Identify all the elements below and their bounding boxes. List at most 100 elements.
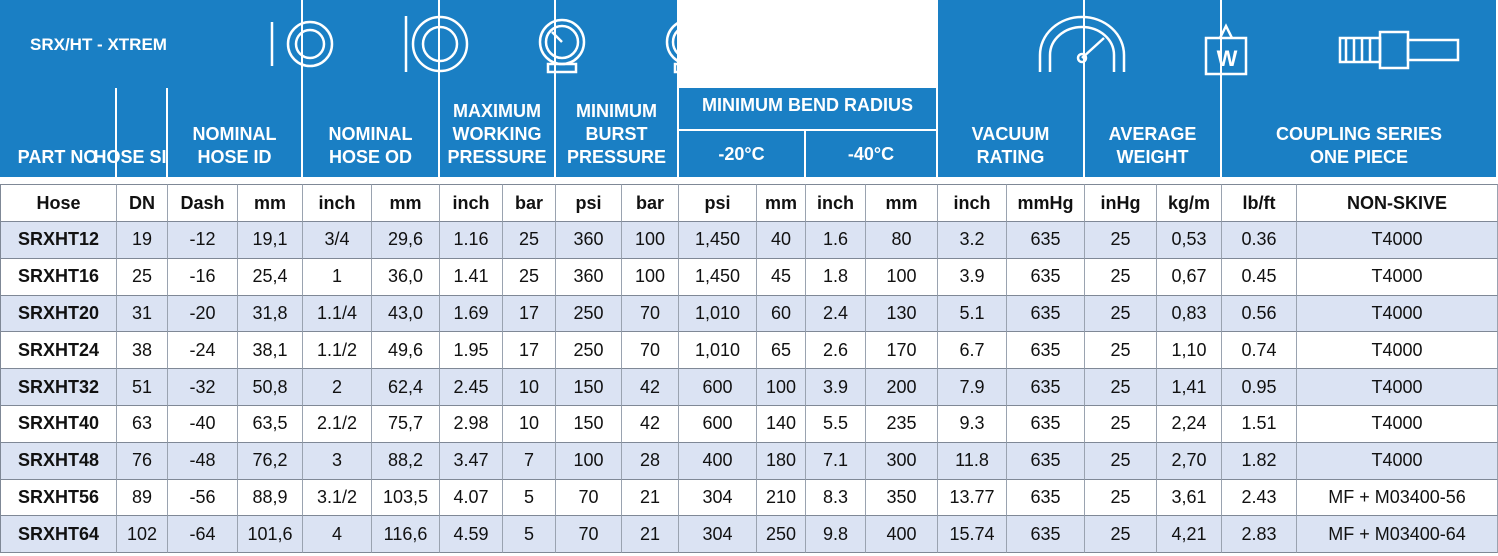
data-cell: 8.3 [806, 479, 866, 517]
unit-cell: bar [622, 184, 679, 222]
data-cell: -20 [168, 295, 238, 333]
header-cell: MINIMUM BEND RADIUS [679, 88, 936, 129]
data-cell: 1.8 [806, 258, 866, 296]
data-cell: 360 [556, 222, 622, 259]
data-cell: 360 [556, 258, 622, 296]
data-cell: 635 [1007, 369, 1085, 406]
header-label: WORKING [452, 124, 542, 144]
data-cell: 150 [556, 369, 622, 406]
data-cell: 4 [303, 516, 372, 554]
header-cell: VACUUM RATING [938, 0, 1083, 177]
data-cell: 43,0 [372, 295, 440, 333]
data-cell: 1.41 [440, 258, 503, 296]
data-cell: 42 [622, 369, 679, 406]
header-cell: HOSE SIZE [93, 88, 190, 177]
data-cell: 1 [303, 258, 372, 296]
header-cell: AVERAGE WEIGHT [1085, 0, 1220, 177]
data-cell: 5.1 [938, 295, 1007, 333]
data-cell: 25 [503, 258, 556, 296]
data-cell: 635 [1007, 516, 1085, 554]
unit-cell: inch [806, 184, 866, 222]
header-label: VACUUM [971, 124, 1050, 144]
data-cell: -48 [168, 442, 238, 480]
data-cell: SRXHT16 [0, 258, 117, 296]
data-cell: 70 [556, 516, 622, 554]
data-cell: 3.9 [806, 369, 866, 406]
data-cell: 235 [866, 406, 938, 443]
data-cell: 150 [556, 406, 622, 443]
data-cell: 2.98 [440, 406, 503, 443]
data-cell: SRXHT32 [0, 369, 117, 406]
data-cell: 1.6 [806, 222, 866, 259]
data-cell: 25 [117, 258, 168, 296]
header-label: PRESSURE [566, 147, 667, 167]
data-cell: 100 [622, 258, 679, 296]
data-cell: 2.1/2 [303, 406, 372, 443]
data-cell: 19 [117, 222, 168, 259]
data-cell: 25 [503, 222, 556, 259]
data-cell: 635 [1007, 332, 1085, 370]
data-cell: -64 [168, 516, 238, 554]
unit-cell: mmHg [1007, 184, 1085, 222]
data-cell: 88,9 [238, 479, 303, 517]
data-cell: 28 [622, 442, 679, 480]
data-cell: SRXHT20 [0, 295, 117, 333]
data-cell: SRXHT56 [0, 479, 117, 517]
data-cell: 0,67 [1157, 258, 1222, 296]
data-cell: T4000 [1297, 222, 1498, 259]
data-cell: 2,70 [1157, 442, 1222, 480]
data-cell: 75,7 [372, 406, 440, 443]
data-cell: 40 [757, 222, 806, 259]
data-cell: 10 [503, 369, 556, 406]
data-cell: 25 [1085, 516, 1157, 554]
header-cell: COUPLING SERIES ONE PIECE [1222, 0, 1496, 177]
header-label: MAXIMUM [453, 101, 541, 121]
data-cell: 36,0 [372, 258, 440, 296]
data-cell: 25 [1085, 406, 1157, 443]
data-cell: 3.9 [938, 258, 1007, 296]
data-cell: 70 [622, 295, 679, 333]
data-cell: 210 [757, 479, 806, 517]
data-cell: 0,83 [1157, 295, 1222, 333]
data-cell: 19,1 [238, 222, 303, 259]
header-label: PART NO [17, 147, 98, 167]
data-cell: 1,41 [1157, 369, 1222, 406]
data-cell: 45 [757, 258, 806, 296]
data-cell: 10 [503, 406, 556, 443]
data-cell: 9.8 [806, 516, 866, 554]
data-cell: 63 [117, 406, 168, 443]
data-cell: 9.3 [938, 406, 1007, 443]
data-cell: MF + M03400-64 [1297, 516, 1498, 554]
data-cell: 7 [503, 442, 556, 480]
data-cell: 2.43 [1222, 479, 1297, 517]
unit-cell: kg/m [1157, 184, 1222, 222]
data-cell: 70 [556, 479, 622, 517]
data-cell: 13.77 [938, 479, 1007, 517]
unit-cell: inch [440, 184, 503, 222]
data-cell: 1,010 [679, 332, 757, 370]
unit-cell: inHg [1085, 184, 1157, 222]
data-cell: 3,61 [1157, 479, 1222, 517]
data-cell: -32 [168, 369, 238, 406]
data-cell: 200 [866, 369, 938, 406]
data-cell: -56 [168, 479, 238, 517]
bend-sub-header: -40°C [806, 131, 936, 177]
data-cell: 7.9 [938, 369, 1007, 406]
data-cell: SRXHT64 [0, 516, 117, 554]
unit-cell: inch [303, 184, 372, 222]
data-cell: 600 [679, 369, 757, 406]
bend-sub-header: -20°C [679, 131, 804, 177]
data-cell: 25 [1085, 222, 1157, 259]
data-cell: 635 [1007, 295, 1085, 333]
data-cell: 11.8 [938, 442, 1007, 480]
data-cell: 1,010 [679, 295, 757, 333]
data-cell: 250 [556, 295, 622, 333]
data-cell: 2.45 [440, 369, 503, 406]
data-cell: 635 [1007, 406, 1085, 443]
unit-cell: mm [372, 184, 440, 222]
unit-cell: mm [866, 184, 938, 222]
data-cell: 76,2 [238, 442, 303, 480]
header-label: RATING [976, 147, 1045, 167]
data-cell: 89 [117, 479, 168, 517]
